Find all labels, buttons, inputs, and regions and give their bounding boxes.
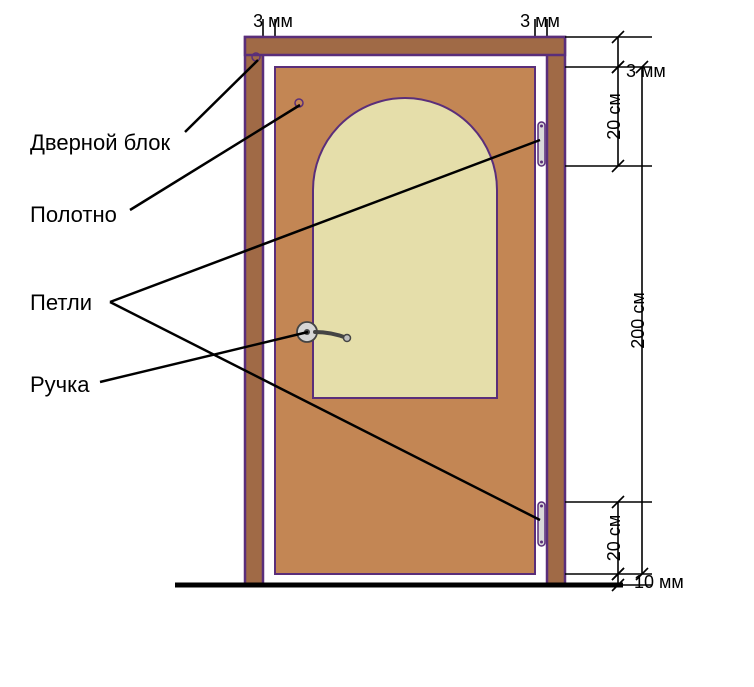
dim-gap-right: 3 мм xyxy=(520,11,560,31)
hinge-top xyxy=(538,122,545,166)
dim-hinge-top-offset: 20 см xyxy=(604,93,624,139)
label-door-block: Дверной блок xyxy=(30,130,171,155)
dim-hinge-bottom-offset: 20 см xyxy=(604,515,624,561)
label-handle: Ручка xyxy=(30,372,90,397)
hinge-bottom xyxy=(538,502,545,546)
door-window xyxy=(313,98,497,398)
dim-gap-bottom: 10 мм xyxy=(634,572,684,592)
label-hinges: Петли xyxy=(30,290,92,315)
label-leaf: Полотно xyxy=(30,202,117,227)
dim-height: 200 см xyxy=(628,292,648,348)
dim-gap-left: 3 мм xyxy=(253,11,293,31)
